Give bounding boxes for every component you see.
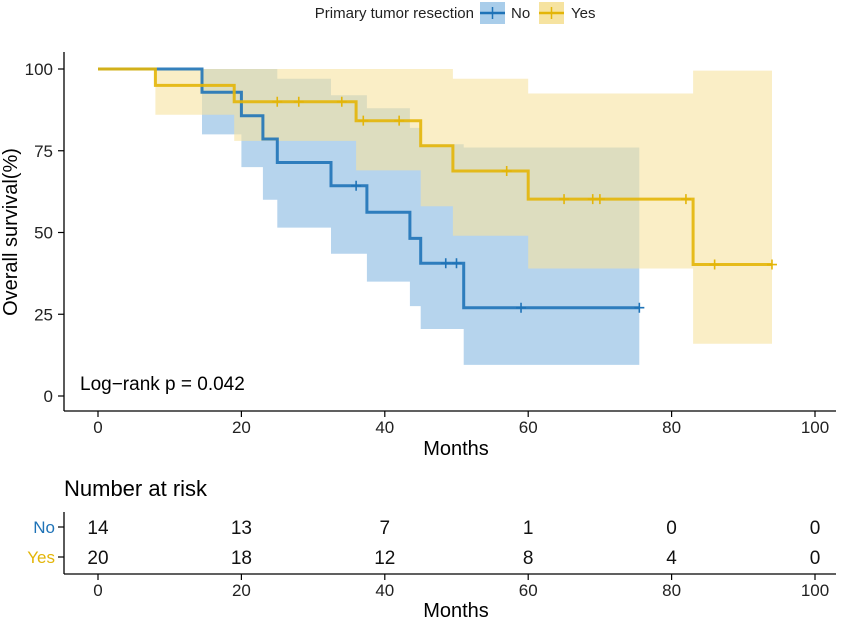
risk-count-yes: 20 — [87, 548, 108, 569]
risk-table-title: Number at risk — [64, 476, 208, 501]
x-tick-label: 80 — [662, 418, 681, 437]
confidence-bands — [98, 69, 772, 365]
risk-x-ticks: 0 20 40 60 80 100 — [93, 574, 829, 600]
risk-count-no: 0 — [810, 518, 821, 539]
x-ticks: 0 20 40 60 80 100 — [93, 411, 829, 437]
risk-count-no: 0 — [666, 518, 677, 539]
risk-rows: No 14 13 7 1 0 0 Yes 20 18 12 8 4 0 — [27, 518, 820, 569]
censor-mark-no — [451, 258, 462, 269]
x-tick-label: 20 — [232, 418, 251, 437]
risk-count-no: 13 — [231, 518, 252, 539]
censor-mark-no — [516, 302, 527, 313]
risk-row-label-yes: Yes — [27, 548, 55, 567]
risk-x-tick-label: 0 — [93, 581, 102, 600]
censor-mark-no — [351, 180, 362, 191]
risk-count-no: 1 — [523, 518, 534, 539]
risk-count-yes: 8 — [523, 548, 534, 569]
logrank-annotation: Log−rank p = 0.042 — [80, 374, 245, 395]
ci-band-no — [98, 69, 640, 365]
censor-mark-yes — [336, 96, 347, 107]
risk-x-tick-label: 20 — [232, 581, 251, 600]
censor-mark-yes — [709, 259, 720, 270]
risk-count-no: 14 — [87, 518, 109, 539]
risk-count-yes: 0 — [810, 548, 821, 569]
censor-mark-yes — [766, 259, 777, 270]
risk-x-tick-label: 100 — [801, 581, 829, 600]
legend-key-yes — [539, 2, 564, 24]
censor-mark-yes — [394, 115, 405, 126]
risk-x-tick-label: 40 — [375, 581, 394, 600]
censor-mark-yes — [680, 194, 691, 205]
survival-curves — [98, 67, 772, 310]
y-tick-label: 75 — [34, 142, 53, 161]
legend-key-no — [480, 2, 505, 24]
censor-mark-no — [634, 302, 645, 313]
y-tick-label: 0 — [44, 387, 53, 406]
risk-x-tick-label: 60 — [519, 581, 538, 600]
y-tick-label: 25 — [34, 305, 53, 324]
censor-mark-yes — [559, 194, 570, 205]
risk-count-yes: 18 — [231, 548, 252, 569]
y-ticks: 0 25 50 75 100 — [25, 60, 64, 406]
km-plot: 0 25 50 75 100 0 20 40 60 80 100 Log−rank p = 0.0… — [0, 52, 836, 460]
censor-marks — [272, 96, 777, 313]
x-tick-label: 100 — [801, 418, 829, 437]
risk-row-label-no: No — [33, 518, 55, 537]
censor-mark-yes — [594, 194, 605, 205]
x-axis-title: Months — [423, 438, 489, 460]
legend: Primary tumor resection No Yes — [315, 2, 595, 24]
censor-mark-yes — [358, 115, 369, 126]
y-tick-label: 50 — [34, 224, 53, 243]
risk-count-yes: 4 — [666, 548, 677, 569]
risk-x-tick-label: 80 — [662, 581, 681, 600]
x-tick-label: 0 — [93, 418, 102, 437]
censor-mark-yes — [293, 96, 304, 107]
risk-x-axis-title: Months — [423, 600, 489, 619]
risk-count-yes: 12 — [374, 548, 395, 569]
censor-mark-yes — [272, 96, 283, 107]
risk-count-no: 7 — [380, 518, 391, 539]
y-axis-title: Overall survival(%) — [0, 148, 22, 316]
survival-curve-yes — [98, 67, 772, 266]
censor-mark-no — [440, 258, 451, 269]
x-tick-label: 40 — [375, 418, 394, 437]
y-tick-label: 100 — [25, 60, 53, 79]
survival-curve-no — [98, 67, 640, 310]
x-tick-label: 60 — [519, 418, 538, 437]
legend-label-yes: Yes — [571, 5, 595, 22]
censor-mark-yes — [501, 166, 512, 177]
legend-title: Primary tumor resection — [315, 5, 474, 22]
legend-label-no: No — [511, 5, 530, 22]
